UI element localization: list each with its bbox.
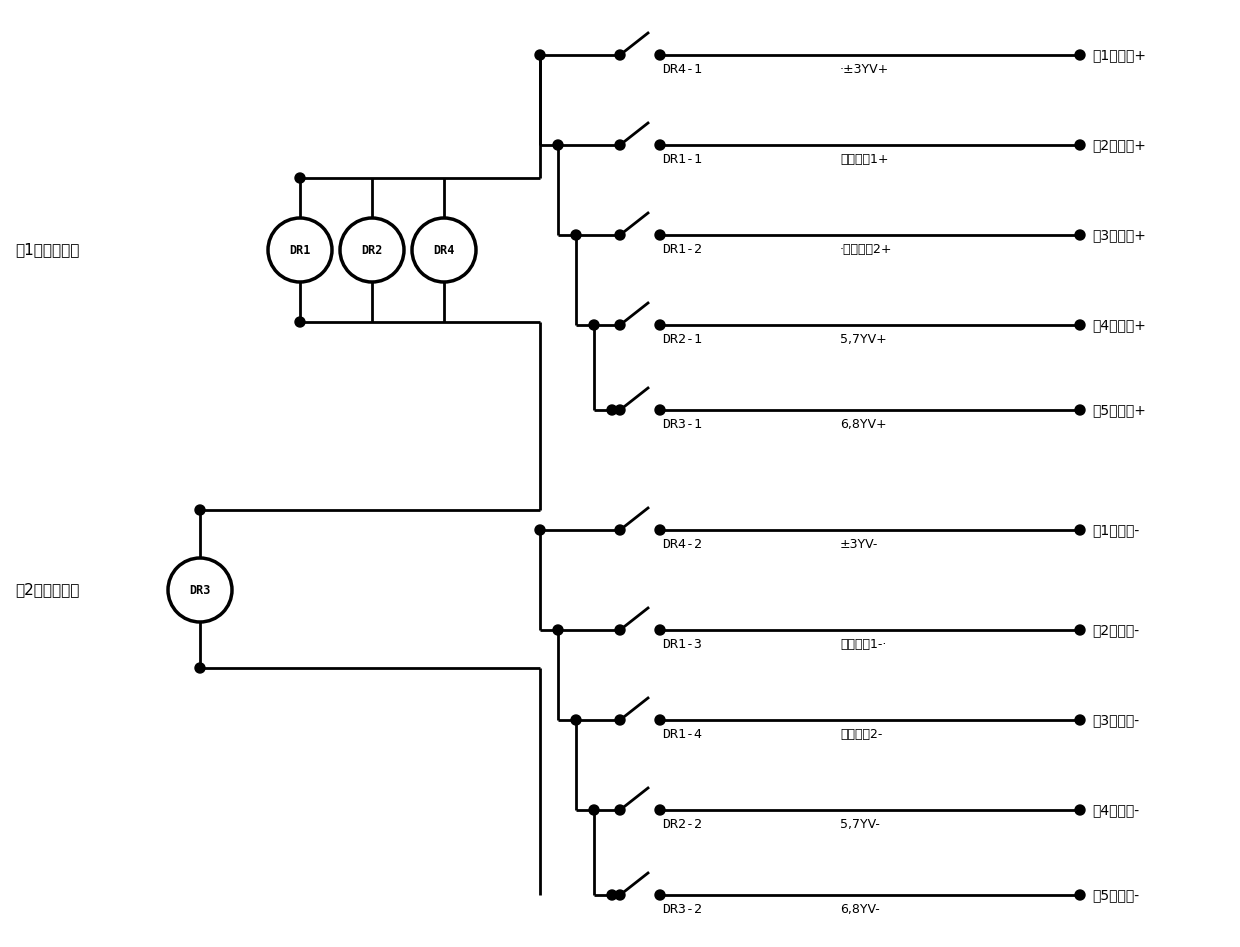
Circle shape <box>295 317 305 327</box>
Text: 第3路输入-: 第3路输入- <box>1092 713 1140 727</box>
Circle shape <box>1075 320 1085 330</box>
Text: DR1-1: DR1-1 <box>662 153 702 166</box>
Text: DR2: DR2 <box>361 243 383 257</box>
Circle shape <box>615 715 625 725</box>
Text: ±3YV-: ±3YV- <box>839 538 878 551</box>
Text: 第5路输入+: 第5路输入+ <box>1092 403 1146 417</box>
Circle shape <box>655 805 665 815</box>
Text: 第1路输入电源: 第1路输入电源 <box>15 242 79 258</box>
Circle shape <box>1075 50 1085 60</box>
Circle shape <box>655 525 665 535</box>
Circle shape <box>615 320 625 330</box>
Text: 6,8YV+: 6,8YV+ <box>839 418 887 431</box>
Circle shape <box>1075 140 1085 150</box>
Circle shape <box>553 140 563 150</box>
Text: 第2路输入-: 第2路输入- <box>1092 623 1140 637</box>
Text: 第2路输入电源: 第2路输入电源 <box>15 582 79 598</box>
Text: DR4-2: DR4-2 <box>662 538 702 551</box>
Circle shape <box>553 625 563 635</box>
Text: 停机回路1-·: 停机回路1-· <box>839 638 887 651</box>
Text: DR3-2: DR3-2 <box>662 903 702 916</box>
Circle shape <box>167 558 232 622</box>
Text: DR1-2: DR1-2 <box>662 243 702 256</box>
Text: DR3: DR3 <box>190 583 211 597</box>
Text: ·停机回路2+: ·停机回路2+ <box>839 243 893 256</box>
Circle shape <box>615 405 625 415</box>
Circle shape <box>655 890 665 900</box>
Text: ·±3YV+: ·±3YV+ <box>839 63 889 76</box>
Circle shape <box>615 805 625 815</box>
Circle shape <box>655 320 665 330</box>
Circle shape <box>1075 805 1085 815</box>
Circle shape <box>295 173 305 183</box>
Circle shape <box>1075 715 1085 725</box>
Text: 6,8YV-: 6,8YV- <box>839 903 879 916</box>
Circle shape <box>655 405 665 415</box>
Text: 第4路输入+: 第4路输入+ <box>1092 318 1146 332</box>
Text: 第4路输入-: 第4路输入- <box>1092 803 1140 817</box>
Circle shape <box>268 218 332 282</box>
Circle shape <box>1075 230 1085 240</box>
Circle shape <box>412 218 476 282</box>
Text: 第3路输入+: 第3路输入+ <box>1092 228 1146 242</box>
Text: DR2-2: DR2-2 <box>662 818 702 831</box>
Text: 停机回路2-: 停机回路2- <box>839 728 883 741</box>
Circle shape <box>615 890 625 900</box>
Text: 5,7YV-: 5,7YV- <box>839 818 880 831</box>
Circle shape <box>615 525 625 535</box>
Text: DR4-1: DR4-1 <box>662 63 702 76</box>
Text: 停机回路1+: 停机回路1+ <box>839 153 889 166</box>
Circle shape <box>608 890 618 900</box>
Circle shape <box>534 525 546 535</box>
Text: 第2路输入+: 第2路输入+ <box>1092 138 1146 152</box>
Text: DR3-1: DR3-1 <box>662 418 702 431</box>
Circle shape <box>589 320 599 330</box>
Text: 第1路输入+: 第1路输入+ <box>1092 48 1146 62</box>
Circle shape <box>615 625 625 635</box>
Text: 5,7YV+: 5,7YV+ <box>839 333 887 346</box>
Circle shape <box>655 230 665 240</box>
Circle shape <box>195 663 205 673</box>
Circle shape <box>570 715 582 725</box>
Text: DR1: DR1 <box>289 243 311 257</box>
Text: DR1-4: DR1-4 <box>662 728 702 741</box>
Circle shape <box>1075 525 1085 535</box>
Circle shape <box>615 140 625 150</box>
Circle shape <box>615 50 625 60</box>
Circle shape <box>655 715 665 725</box>
Text: DR4: DR4 <box>433 243 455 257</box>
Circle shape <box>655 625 665 635</box>
Text: DR1-3: DR1-3 <box>662 638 702 651</box>
Circle shape <box>534 50 546 60</box>
Circle shape <box>1075 890 1085 900</box>
Circle shape <box>608 405 618 415</box>
Text: 第1路输入-: 第1路输入- <box>1092 523 1140 537</box>
Circle shape <box>589 805 599 815</box>
Circle shape <box>655 140 665 150</box>
Circle shape <box>195 505 205 515</box>
Circle shape <box>570 230 582 240</box>
Text: 第5路输入-: 第5路输入- <box>1092 888 1140 902</box>
Circle shape <box>615 230 625 240</box>
Circle shape <box>1075 405 1085 415</box>
Circle shape <box>655 50 665 60</box>
Text: DR2-1: DR2-1 <box>662 333 702 346</box>
Circle shape <box>1075 625 1085 635</box>
Circle shape <box>340 218 404 282</box>
